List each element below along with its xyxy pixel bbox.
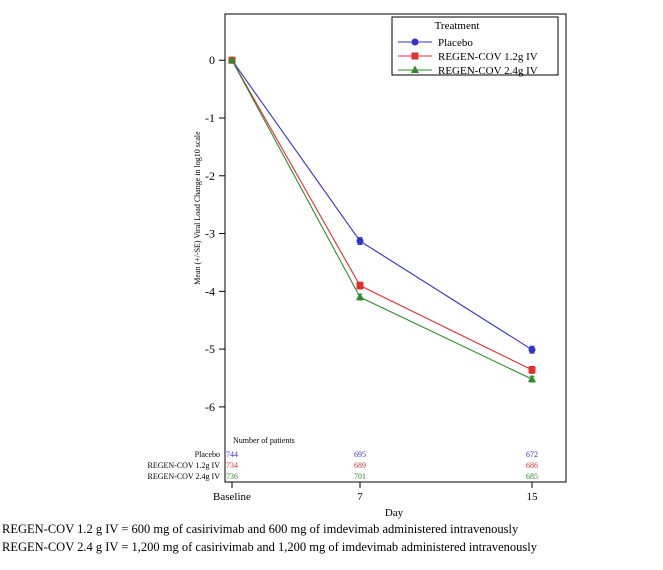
- patients-row-label-regen-cov-2-4g-iv: REGEN-COV 2.4g IV: [147, 472, 220, 481]
- footnote-regen-cov-1-2g: REGEN-COV 1.2 g IV = 600 mg of casirivim…: [2, 522, 519, 536]
- patients-count-regen-cov-2-4g-iv-7: 701: [354, 472, 366, 481]
- legend-marker-regen-cov-2-4g-iv: [411, 65, 419, 73]
- marker-regen-cov-2-4g-iv-7: [356, 292, 364, 301]
- footnote-regen-cov-2-4g: REGEN-COV 2.4 g IV = 1,200 mg of casiriv…: [2, 540, 537, 554]
- y-tick-label: -1: [205, 111, 215, 125]
- series-line-regen-cov-1-2g-iv: [231, 59, 533, 371]
- patients-count-regen-cov-1-2g-iv-15: 686: [526, 461, 538, 470]
- patients-count-regen-cov-1-2g-iv-7: 689: [354, 461, 366, 470]
- y-tick-label: 0: [209, 53, 215, 67]
- patients-count-regen-cov-2-4g-iv-15: 685: [526, 472, 538, 481]
- x-axis-label: Day: [385, 507, 404, 519]
- legend-label-regen-cov-1-2g-iv: REGEN-COV 1.2g IV: [438, 51, 538, 63]
- plot-frame: [224, 13, 567, 483]
- x-tick-label-7: 7: [357, 491, 363, 503]
- patients-row-label-regen-cov-1-2g-iv: REGEN-COV 1.2g IV: [147, 461, 220, 470]
- series-line-regen-cov-2-4g-iv: [231, 59, 533, 380]
- legend-marker-placebo: [411, 38, 419, 46]
- marker-placebo-7: [356, 237, 364, 245]
- patients-count-regen-cov-1-2g-iv-baseline: 734: [226, 461, 238, 470]
- patients-row-label-placebo: Placebo: [195, 450, 220, 459]
- legend-label-regen-cov-2-4g-iv: REGEN-COV 2.4g IV: [438, 65, 538, 77]
- series-line-placebo: [231, 59, 533, 351]
- y-tick-label: -2: [205, 169, 215, 183]
- y-axis-label: Mean (+/-SE) Viral Load Change in log10 …: [193, 131, 202, 285]
- legend-title: Treatment: [435, 20, 480, 32]
- y-tick-label: -3: [205, 227, 215, 241]
- y-tick-label: -5: [205, 342, 215, 356]
- legend-marker-regen-cov-1-2g-iv: [411, 52, 419, 60]
- patients-table-title: Number of patients: [233, 436, 295, 445]
- marker-placebo-15: [528, 346, 536, 354]
- patients-count-placebo-15: 672: [526, 450, 538, 459]
- marker-regen-cov-2-4g-iv-15: [528, 374, 536, 383]
- patients-count-regen-cov-2-4g-iv-baseline: 736: [226, 472, 238, 481]
- legend-label-placebo: Placebo: [438, 37, 473, 49]
- marker-regen-cov-1-2g-iv-15: [528, 366, 536, 374]
- marker-regen-cov-2-4g-iv-baseline: [228, 55, 236, 64]
- legend-box: [391, 16, 559, 76]
- patients-count-placebo-7: 695: [354, 450, 366, 459]
- viral-load-chart: 0 -1 -2 -3 -4 -5 -6 Baseline 7 15 Day Mean (+/-SE) …: [147, 13, 567, 519]
- y-tick-label: -6: [205, 400, 215, 414]
- patients-count-placebo-baseline: 744: [226, 450, 238, 459]
- x-tick-label-15: 15: [527, 491, 539, 503]
- marker-regen-cov-1-2g-iv-7: [356, 282, 364, 290]
- y-tick-label: -4: [205, 284, 215, 298]
- x-tick-label-baseline: Baseline: [213, 491, 251, 503]
